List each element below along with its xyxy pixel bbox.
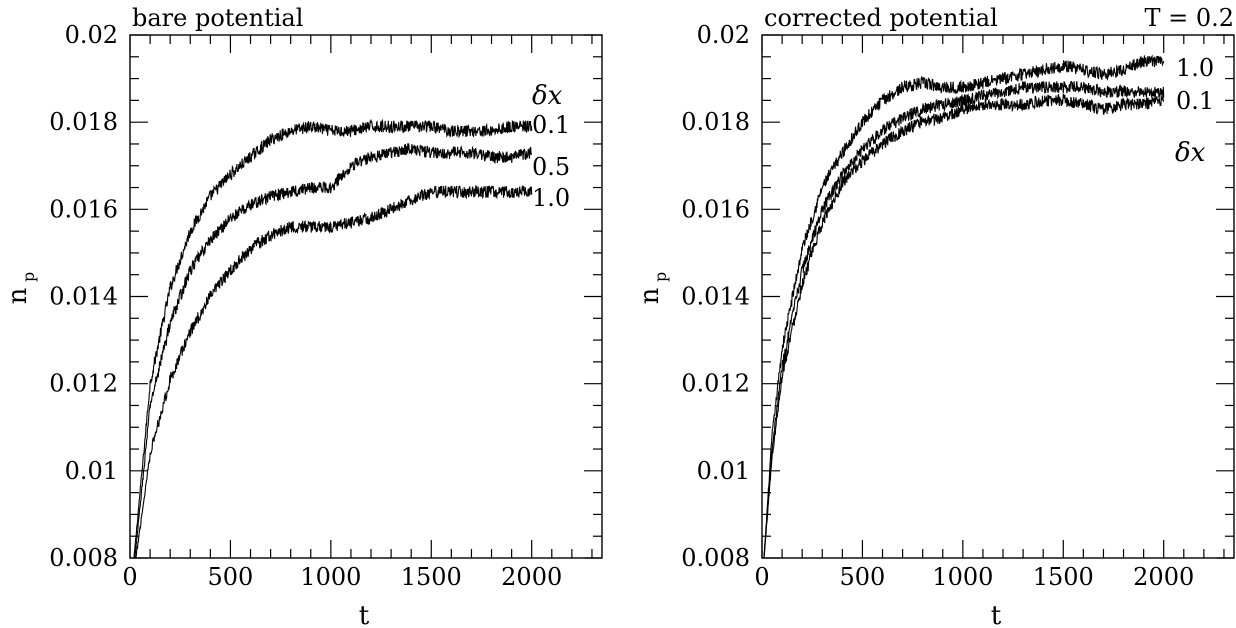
- chart-title: bare potential: [132, 4, 303, 32]
- x-tick-label: 2000: [501, 563, 562, 591]
- y-axis-label-subscript: p: [19, 272, 38, 282]
- series-label: 1.0: [1176, 54, 1214, 82]
- x-axis-label: t: [359, 601, 370, 628]
- x-tick-label: 500: [208, 563, 254, 591]
- y-tick-label: 0.008: [681, 544, 750, 572]
- y-tick-label: 0.01: [697, 457, 750, 485]
- x-tick-label: 1500: [401, 563, 462, 591]
- series-line-1-0: [763, 54, 1165, 558]
- y-tick-label: 0.018: [49, 108, 118, 136]
- y-tick-label: 0.02: [697, 21, 750, 49]
- y-axis-label-subscript: p: [651, 272, 670, 282]
- y-tick-label: 0.014: [49, 283, 118, 311]
- plot-frame: [761, 34, 1235, 559]
- series-label: 1.0: [532, 184, 570, 212]
- series-line-1-0: [135, 184, 533, 558]
- series-label: 0.1: [1176, 87, 1214, 115]
- y-axis-label: n: [635, 287, 665, 304]
- x-tick-label: 0: [122, 563, 137, 591]
- x-tick-label: 500: [840, 563, 886, 591]
- y-tick-label: 0.02: [65, 21, 118, 49]
- x-tick-label: 1500: [1033, 563, 1094, 591]
- series-line-0-1: [133, 118, 533, 558]
- y-tick-label: 0.012: [681, 370, 750, 398]
- legend-header: δx: [1175, 138, 1206, 168]
- y-tick-label: 0.012: [49, 370, 118, 398]
- y-axis-label-group: np: [635, 272, 670, 305]
- series-label: 0.1: [532, 111, 570, 139]
- panel-corrected-potential: 0 500 1000 1500 2000 0.008 0.01 0.012 0.014 0.016…: [635, 4, 1235, 628]
- temperature-annotation: T = 0.2: [1144, 4, 1234, 32]
- y-tick-label: 0.014: [681, 283, 750, 311]
- panel-bare-potential: 0 500 1000 1500 2000 0.008 0.01 0.012 0.014 0.016…: [3, 4, 603, 628]
- y-axis-label: n: [3, 287, 33, 304]
- legend-header: δx: [532, 81, 563, 111]
- x-tick-label: 1000: [932, 563, 993, 591]
- x-axis-label: t: [991, 601, 1002, 628]
- y-tick-label: 0.01: [65, 457, 118, 485]
- y-axis-label-group: np: [3, 272, 38, 305]
- series-line-0-1: [763, 92, 1165, 558]
- x-tick-label: 2000: [1133, 563, 1194, 591]
- x-tick-label: 0: [754, 563, 769, 591]
- series-label: 0.5: [532, 153, 570, 181]
- y-tick-label: 0.008: [49, 544, 118, 572]
- chart-title: corrected potential: [764, 4, 998, 32]
- y-tick-label: 0.016: [681, 195, 750, 223]
- series-line-0-5: [134, 143, 533, 558]
- x-tick-label: 1000: [300, 563, 361, 591]
- series-line-unlabeled: [763, 80, 1165, 558]
- y-tick-label: 0.016: [49, 195, 118, 223]
- y-tick-label: 0.018: [681, 108, 750, 136]
